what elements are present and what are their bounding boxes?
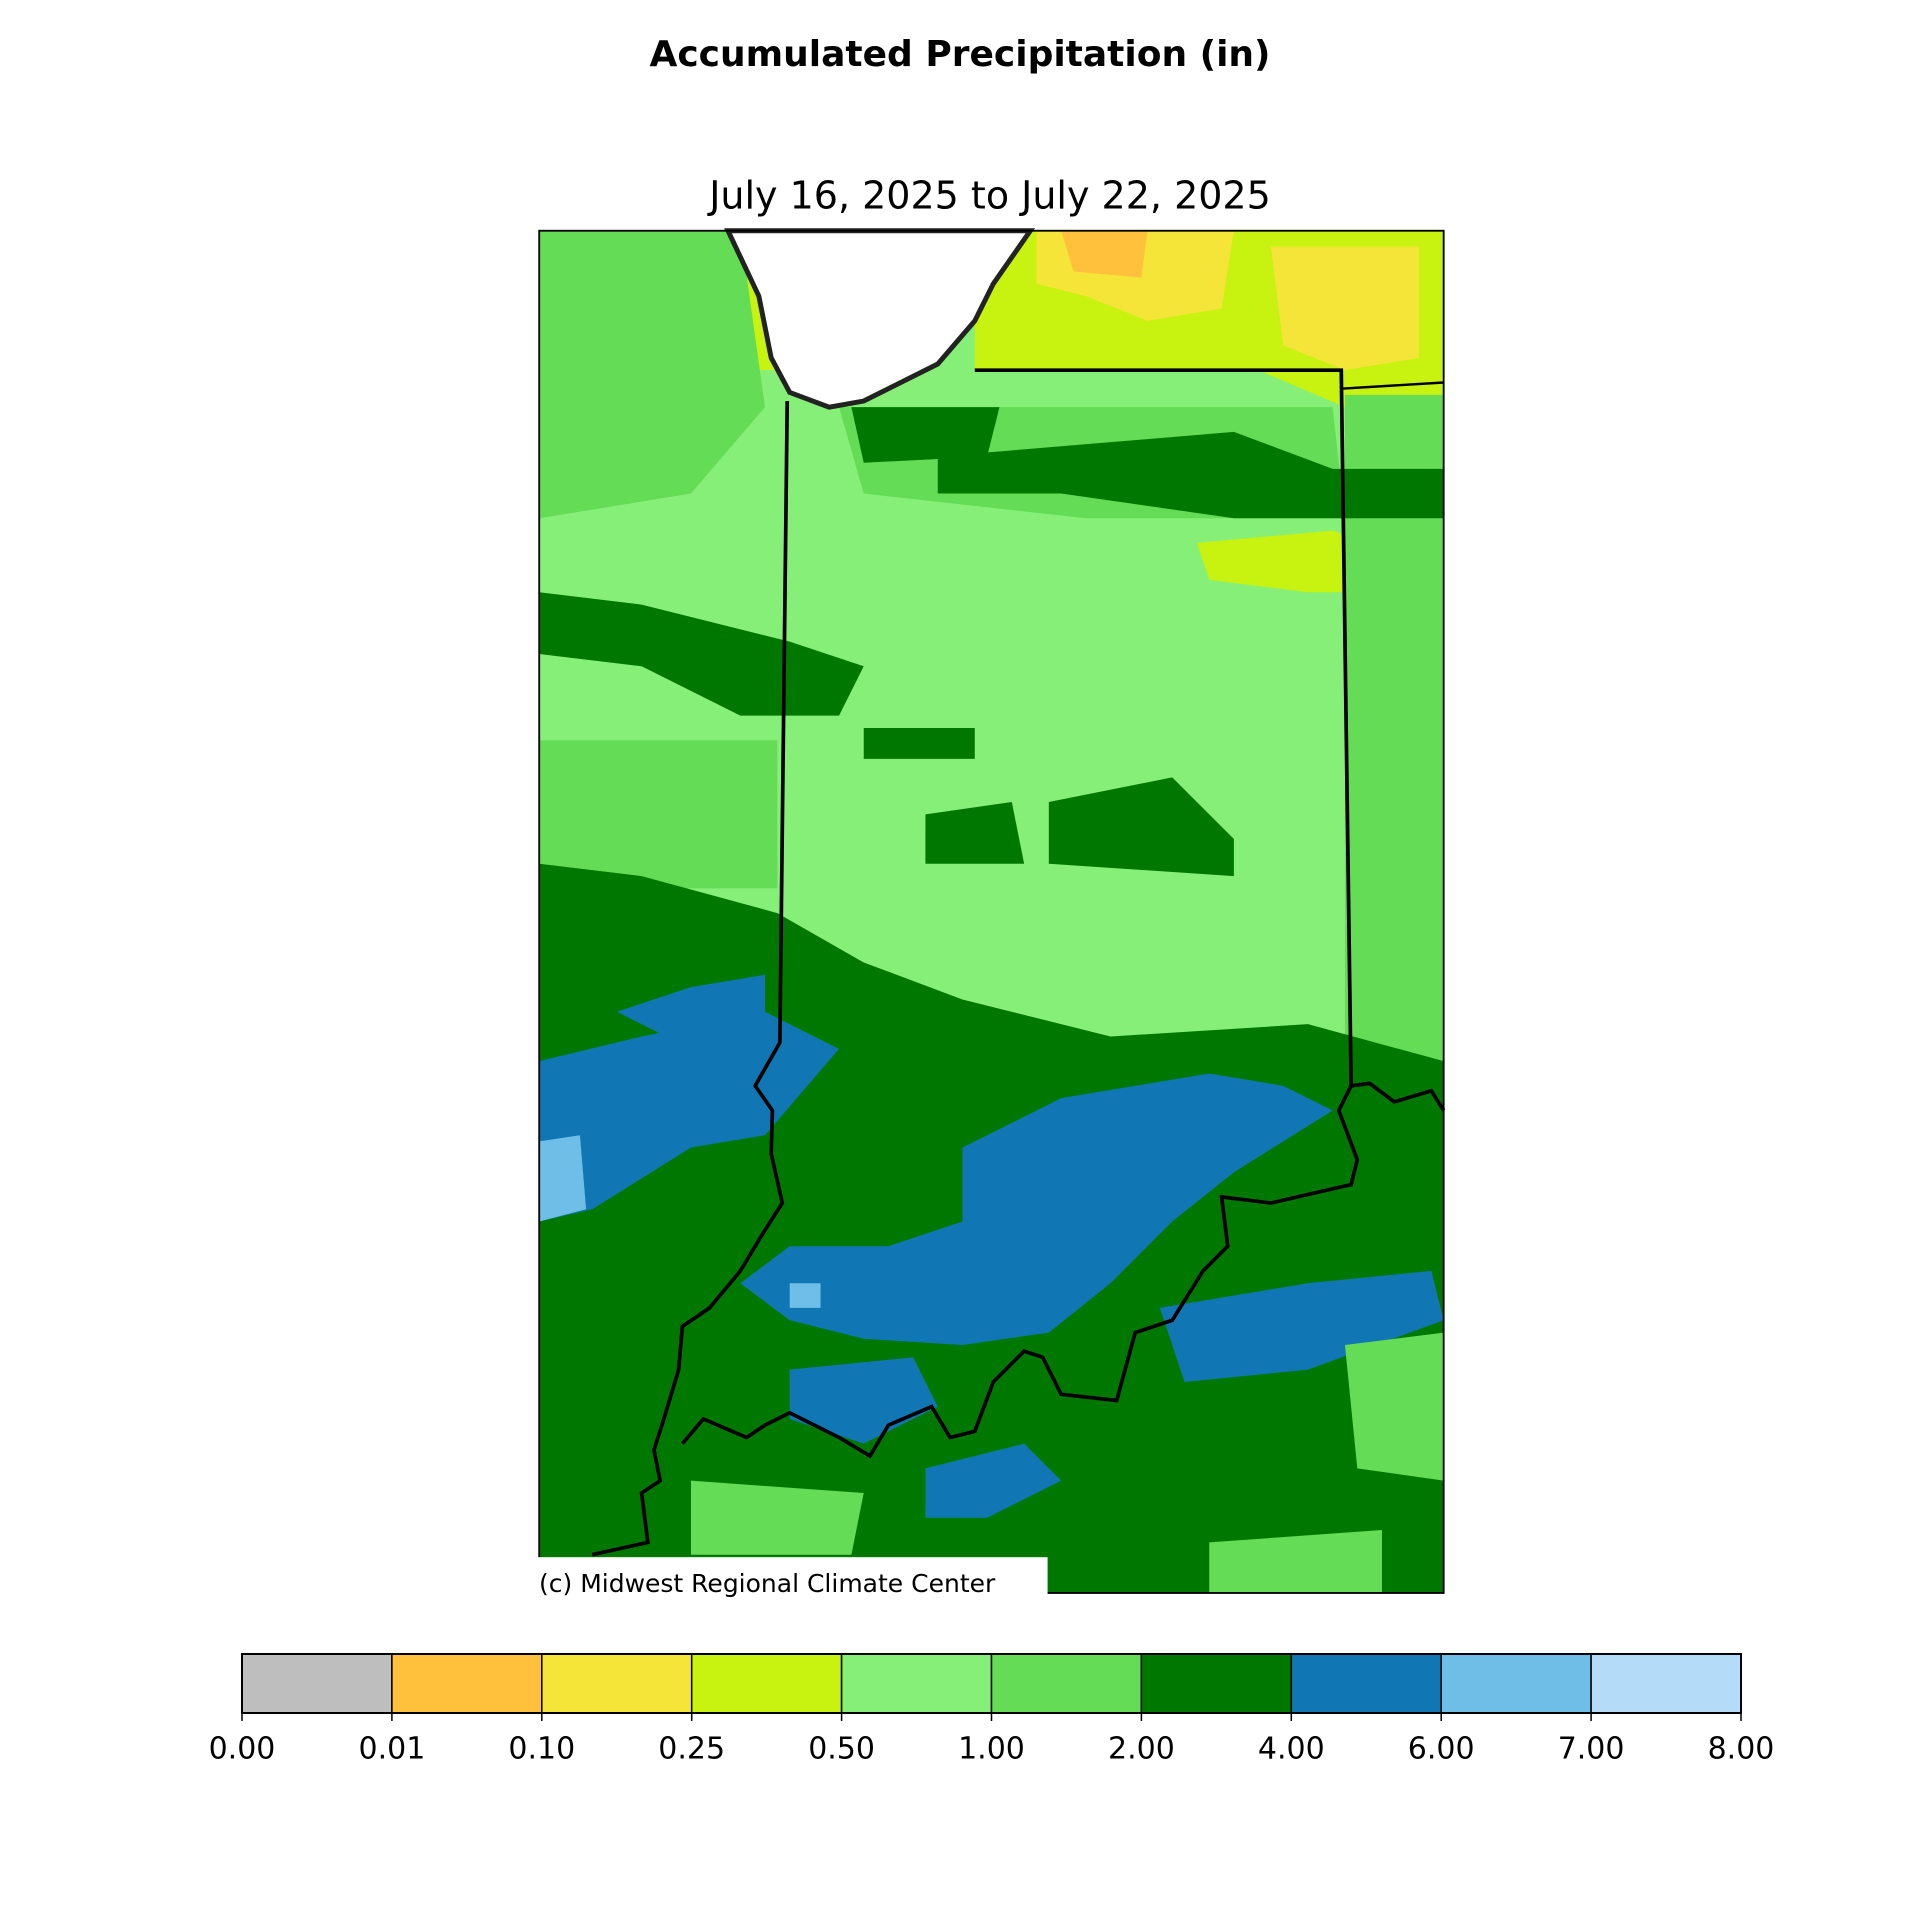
colorbar-tick-label: 6.00 <box>1408 1732 1475 1767</box>
colorbar-segment <box>1290 1653 1442 1714</box>
colorbar-tick-label: 0.00 <box>209 1732 276 1767</box>
colorbar-segment <box>990 1653 1143 1714</box>
colorbar-tick-label: 7.00 <box>1558 1732 1625 1767</box>
colorbar-segment <box>1590 1653 1742 1714</box>
credit: (c) Midwest Regional Climate Center <box>539 1569 996 1598</box>
colorbar-segment <box>690 1653 843 1714</box>
colorbar-tick-label: 4.00 <box>1258 1732 1325 1767</box>
colorbar-tick-label: 1.00 <box>958 1732 1025 1767</box>
colorbar-tick-label: 0.01 <box>359 1732 426 1767</box>
colorbar-segment <box>1440 1653 1592 1714</box>
map-title: Accumulated Precipitation (in) <box>649 34 1270 75</box>
colorbar-segment <box>840 1653 993 1714</box>
colorbar-segment <box>391 1653 543 1714</box>
colorbar-tick-label: 0.50 <box>808 1732 875 1767</box>
colorbar-segment <box>241 1653 393 1714</box>
colorbar-segment <box>1140 1653 1293 1714</box>
colorbar-tick-label: 0.10 <box>508 1732 575 1767</box>
colorbar-segment <box>541 1653 693 1714</box>
colorbar-tick-label: 0.25 <box>658 1732 725 1767</box>
map-subtitle: July 16, 2025 to July 22, 2025 <box>707 174 1271 218</box>
colorbar-tick-label: 2.00 <box>1108 1732 1175 1767</box>
colorbar-frame <box>241 1653 1742 1714</box>
colorbar: 0.00 0.01 0.10 0.25 0.50 1.00 2.00 4.00 6.00 7.00… <box>209 1653 1775 1767</box>
colorbar-tick-label: 8.00 <box>1708 1732 1775 1767</box>
map <box>530 228 1446 1600</box>
